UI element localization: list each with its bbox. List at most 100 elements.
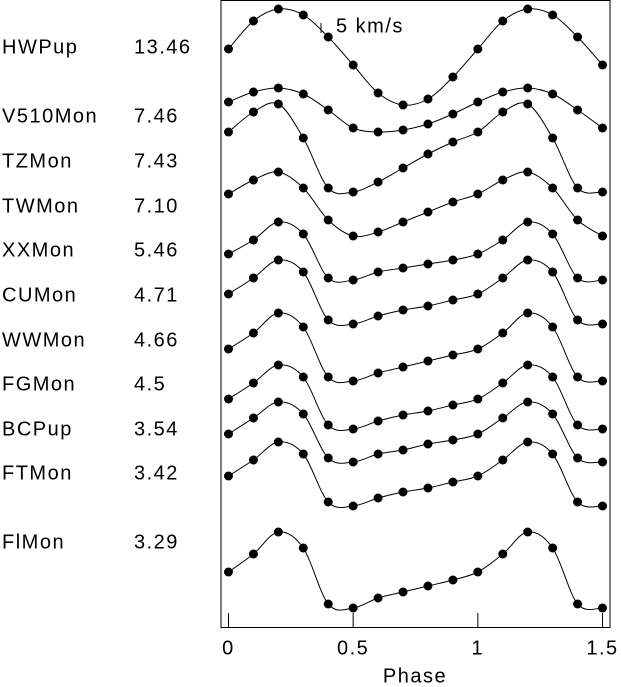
data-point	[423, 94, 433, 104]
data-point	[273, 167, 283, 177]
series-name: FlMon	[2, 531, 65, 553]
data-point	[598, 501, 608, 511]
data-point	[273, 217, 283, 227]
data-point	[598, 275, 608, 285]
x-tick-label: 0.5	[337, 637, 369, 659]
data-point	[298, 372, 308, 382]
data-point	[223, 394, 233, 404]
velocity-curve	[228, 259, 603, 326]
data-point	[323, 32, 333, 42]
data-point	[523, 308, 533, 318]
x-axis-label: Phase	[383, 665, 447, 687]
data-point	[498, 413, 508, 423]
data-point	[323, 183, 333, 193]
data-point	[423, 483, 433, 493]
series-name: CUMon	[2, 284, 77, 306]
data-point	[473, 344, 483, 354]
data-point	[448, 350, 458, 360]
data-point	[473, 567, 483, 577]
data-point	[273, 308, 283, 318]
data-point	[498, 107, 508, 117]
data-point	[348, 123, 358, 133]
data-point	[373, 593, 383, 603]
data-point	[548, 10, 558, 20]
data-point	[498, 87, 508, 97]
data-point	[248, 378, 258, 388]
data-point	[523, 437, 533, 447]
series-period: 7.10	[134, 195, 179, 217]
data-point	[223, 567, 233, 577]
data-point	[248, 549, 258, 559]
data-point	[273, 255, 283, 265]
data-point	[423, 439, 433, 449]
data-point	[548, 183, 558, 193]
data-point	[398, 587, 408, 597]
series-period: 4.71	[134, 284, 179, 306]
data-point	[373, 449, 383, 459]
data-point	[473, 471, 483, 481]
data-point	[248, 235, 258, 245]
series-name: FGMon	[2, 373, 76, 395]
data-point	[573, 215, 583, 225]
data-point	[523, 527, 533, 537]
data-point	[423, 301, 433, 311]
data-point	[223, 289, 233, 299]
data-point	[248, 273, 258, 283]
data-point	[273, 4, 283, 14]
data-point	[273, 83, 283, 93]
data-point	[573, 497, 583, 507]
data-point	[273, 360, 283, 370]
series-period: 13.46	[134, 36, 192, 58]
data-point	[448, 197, 458, 207]
data-point	[223, 97, 233, 107]
data-point	[323, 215, 333, 225]
data-point	[548, 372, 558, 382]
series-period: 4.5	[134, 373, 166, 395]
data-point	[373, 368, 383, 378]
data-point	[398, 445, 408, 455]
data-point	[548, 89, 558, 99]
data-point	[573, 273, 583, 283]
velocity-curve	[228, 221, 603, 283]
data-point	[523, 360, 533, 370]
series-period: 5.46	[134, 239, 179, 261]
data-point	[448, 109, 458, 119]
data-point	[448, 137, 458, 147]
data-point	[248, 413, 258, 423]
data-point	[523, 167, 533, 177]
series-period: 7.43	[134, 150, 179, 172]
data-point	[573, 183, 583, 193]
data-point	[398, 305, 408, 315]
data-point	[398, 487, 408, 497]
data-point	[348, 424, 358, 434]
data-point	[248, 328, 258, 338]
data-point	[373, 127, 383, 137]
data-point	[223, 127, 233, 137]
data-point	[573, 599, 583, 609]
data-point	[598, 603, 608, 613]
data-point	[273, 397, 283, 407]
data-point	[498, 175, 508, 185]
data-point	[223, 189, 233, 199]
data-point	[223, 429, 233, 439]
series-period: 4.66	[134, 329, 179, 351]
data-point	[498, 378, 508, 388]
series-period: 3.29	[134, 531, 179, 553]
data-point	[473, 97, 483, 107]
velocity-curve	[228, 364, 603, 431]
data-point	[523, 4, 533, 14]
data-point	[248, 87, 258, 97]
data-point	[523, 255, 533, 265]
data-point	[548, 322, 558, 332]
data-point	[598, 123, 608, 133]
series-name: TZMon	[2, 150, 73, 172]
data-point	[348, 376, 358, 386]
velocity-curve	[228, 401, 603, 464]
data-point	[523, 99, 533, 109]
data-point	[548, 449, 558, 459]
data-point	[423, 149, 433, 159]
series-name: XXMon	[2, 239, 75, 261]
x-tick-label: 1.5	[586, 637, 618, 659]
data-point	[548, 409, 558, 419]
data-point	[298, 409, 308, 419]
